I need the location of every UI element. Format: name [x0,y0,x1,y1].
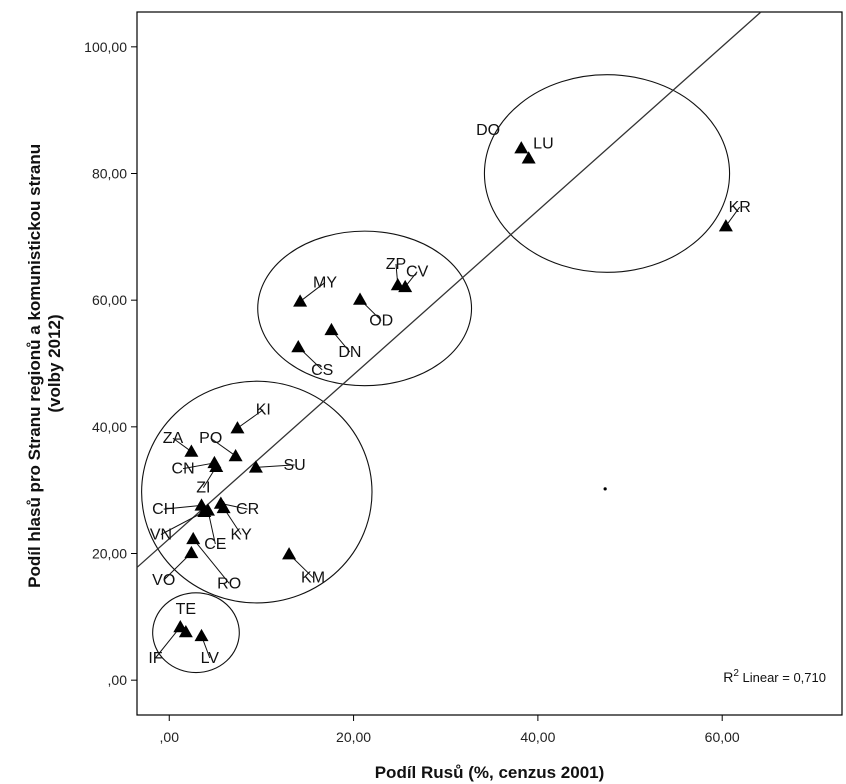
point-od [353,292,368,305]
leader-line-vn [160,511,205,535]
point-ki [230,421,245,434]
plot-frame [136,11,843,716]
label-if: IF [148,650,162,667]
label-zp: ZP [386,256,406,273]
label-cs: CS [311,362,333,379]
point-lv [194,628,209,642]
r2-superscript: 2 [733,668,739,679]
label-te: TE [176,601,196,618]
point-km [282,547,297,560]
x-tick-label: ,00 [160,729,180,745]
point-dn [324,322,339,336]
label-zi: ZI [196,480,210,497]
r2-value: Linear = 0,710 [739,670,826,685]
leader-line-my [299,282,326,302]
point-do [514,141,529,154]
leader-line-kr [725,206,741,227]
label-dn: DN [338,344,361,361]
point-my [293,294,308,307]
label-cv: CV [406,264,429,281]
label-ro: RO [217,575,241,592]
y-tick-label: 20,00 [92,546,127,562]
cluster-ellipse-2 [257,230,473,387]
x-tick-label: 60,00 [705,729,740,745]
label-km: KM [301,570,325,587]
y-tick-label: 80,00 [92,166,127,182]
point-zi [209,459,224,472]
label-ce: CE [204,536,226,553]
leader-line-za [172,437,192,452]
label-ch: CH [152,501,175,518]
y-tick-label: 40,00 [92,419,127,435]
label-ki: KI [256,402,271,419]
label-do: DO [476,122,500,139]
point-cs [291,340,306,353]
x-tick-label: 20,00 [336,729,371,745]
label-lu: LU [533,136,553,153]
point-cv [398,279,413,293]
point-ky [216,500,231,514]
point-ce [200,503,215,516]
leader-line-po [210,437,236,457]
point-vo [184,545,199,559]
label-lv: LV [201,650,220,667]
label-vo: VO [152,572,175,589]
y-axis-title-line-1: Podíl hlasů pro Stranu regionů a komunis… [25,144,44,588]
cluster-ellipse-1 [483,74,731,273]
label-vn: VN [150,527,172,544]
y-axis-title-line-2: (volby 2012) [45,314,64,412]
y-tick-label: 60,00 [92,292,127,308]
cluster-ellipse-3 [141,380,373,604]
label-cn: CN [172,461,195,478]
label-ky: KY [230,527,252,544]
point-if [173,619,188,633]
point-lu [521,151,536,164]
point-su [248,460,263,473]
leader-line-ki [237,409,264,429]
label-po: PO [199,430,222,447]
point-kr [718,219,733,232]
point-ro [186,531,201,545]
stray-dot [603,487,607,491]
data-points [173,141,733,642]
leader-line-su [255,464,295,468]
label-cr: CR [236,501,259,518]
x-axis-ticks: ,00 20,00 40,00 60,00 [160,715,740,745]
regression-line [136,11,762,568]
label-od: OD [369,312,393,329]
y-axis-ticks: ,00 20,00 40,00 60,00 80,00 100,00 [84,39,137,688]
label-za: ZA [163,430,184,447]
label-su: SU [283,457,305,474]
label-kr: KR [729,199,751,216]
cluster-ellipse-4 [152,592,240,674]
leader-line-ch [163,504,202,510]
cluster-ellipses [141,74,731,674]
leader-line-cn [182,462,215,470]
y-tick-label: 100,00 [84,39,127,55]
label-my: MY [313,274,337,291]
y-axis-title: Podíl hlasů pro Stranu regionů a komunis… [25,139,64,588]
x-tick-label: 40,00 [520,729,555,745]
y-tick-label: ,00 [108,672,128,688]
r-squared-annotation: R2 Linear = 0,710 [723,668,826,685]
leader-line-ro [192,538,230,584]
point-za [184,444,199,457]
point-po [228,448,243,462]
r2-symbol: R [723,669,733,685]
x-axis-title: Podíl Rusů (%, cenzus 2001) [375,763,605,782]
